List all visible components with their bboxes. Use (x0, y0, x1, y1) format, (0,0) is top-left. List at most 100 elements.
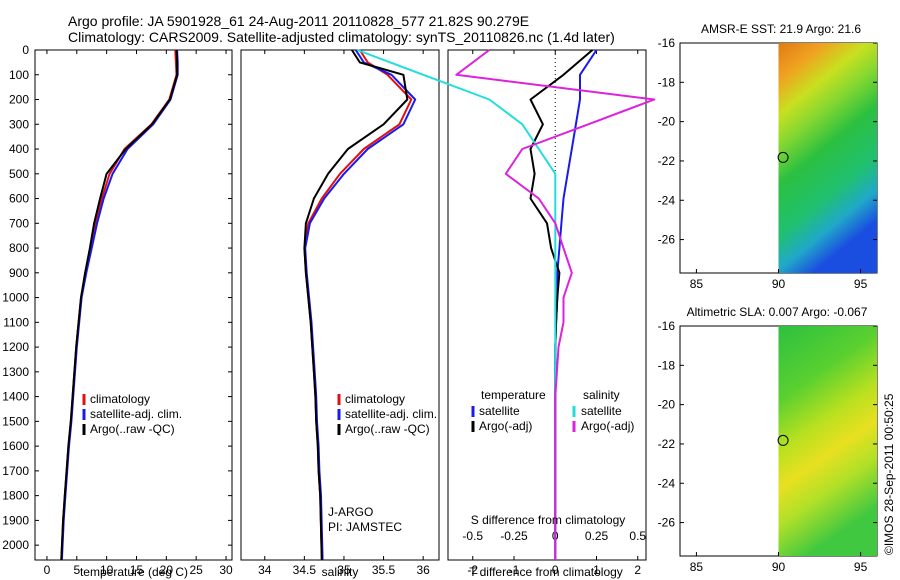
depth-tick-label: 400 (9, 142, 29, 156)
depth-tick-label: 700 (9, 216, 29, 230)
legend-title-temperature: temperature (481, 388, 546, 402)
depth-tick-label: 1900 (2, 513, 29, 527)
lon-tick-label: 95 (854, 277, 868, 291)
depth-tick-label: 500 (9, 167, 29, 181)
lat-tick-label: -24 (658, 476, 676, 490)
lon-tick-label: 90 (772, 277, 786, 291)
sst-map-title: AMSR-E SST: 21.9 Argo: 21.6 (701, 22, 861, 36)
s-tick-label: 0.25 (585, 529, 609, 543)
depth-tick-label: 2000 (2, 538, 29, 552)
series-line-argo-raw-qc (60, 49, 179, 561)
depth-tick-label: 1000 (2, 291, 29, 305)
sst-field (778, 43, 877, 273)
legend-label: Argo(..raw -QC) (345, 422, 430, 436)
x-tick-label: 1 (593, 563, 600, 577)
s-difference-x-axis: -0.5 -0.25 0 0.25 0.5 (462, 529, 646, 543)
depth-tick-label: 1500 (2, 414, 29, 428)
lon-tick-label: 95 (854, 560, 868, 574)
x-tick-label: -2 (467, 563, 478, 577)
lat-tick-label: -24 (658, 193, 676, 207)
x-tick-label: 20 (160, 563, 174, 577)
x-tick-label: 0 (552, 563, 559, 577)
depth-tick-label: 0 (22, 43, 29, 57)
lat-tick-label: -18 (658, 358, 676, 372)
x-tick-label: 35 (337, 563, 351, 577)
difference-panel: -2 -1 0 1 2 -0.5 -0.25 0 0.25 0.5 temperature sal… (356, 49, 656, 579)
difference-series (356, 49, 656, 560)
series-line-argo-raw-qc (303, 49, 409, 561)
lat-tick-label: -22 (658, 154, 676, 168)
legend-title-salinity: salinity (583, 388, 620, 402)
x-tick-label: 30 (219, 563, 233, 577)
legend-label: Argo(..raw -QC) (90, 422, 175, 436)
legend-label: satellite-adj. clim. (90, 407, 182, 421)
temperature-xlabel: temperature (deg C) (80, 565, 188, 579)
float-pi-label: PI: JAMSTEC (328, 520, 402, 534)
x-tick-label: 34 (258, 563, 272, 577)
depth-tick-label: 1100 (3, 315, 29, 329)
x-tick-label: 5 (73, 563, 80, 577)
lat-tick-label: -20 (658, 398, 676, 412)
s-tick-label: 0.5 (629, 529, 646, 543)
sst-map-axes: -16 -18 -20 -22 -24 -26 85 90 95 (658, 36, 877, 291)
depth-tick-label: 1200 (2, 340, 29, 354)
salinity-xlabel: salinity (322, 565, 359, 579)
x-tick-label: 15 (130, 563, 144, 577)
lat-tick-label: -26 (658, 516, 676, 530)
lat-tick-label: -16 (658, 319, 676, 333)
x-tick-label: 36 (416, 563, 430, 577)
sst-argo-position-marker (777, 151, 789, 163)
t-difference-x-axis: -2 -1 0 1 2 (467, 50, 641, 577)
depth-tick-label: 1800 (2, 489, 29, 503)
depth-tick-label: 1400 (2, 390, 29, 404)
depth-tick-label: 300 (9, 117, 29, 131)
lon-tick-label: 85 (690, 277, 704, 291)
lat-tick-label: -22 (658, 437, 676, 451)
depth-tick-label: 900 (9, 266, 29, 280)
figure-title-line1: Argo profile: JA 5901928_61 24-Aug-2011 … (68, 13, 529, 29)
lon-tick-label: 85 (690, 560, 704, 574)
depth-tick-label: 1700 (2, 464, 29, 478)
float-program-label: J-ARGO (328, 505, 373, 519)
sla-map-panel: Altimetric SLA: 0.007 Argo: -0.067 -16 -1… (658, 305, 878, 574)
salinity-panel: 34 34.5 35 35.5 36 climatologysatellite-adj.… (240, 49, 440, 579)
temperature-x-axis: 0 5 10 15 20 25 30 (44, 50, 233, 577)
depth-tick-label: 800 (9, 241, 29, 255)
salinity-series (303, 49, 417, 561)
depth-tick-label: 1600 (2, 439, 29, 453)
lat-tick-label: -20 (658, 115, 676, 129)
t-difference-xlabel: T difference from climatology (469, 565, 623, 579)
series-line-s-argo-adj (455, 49, 656, 560)
s-tick-label: -0.25 (500, 529, 528, 543)
imos-credit: ©IMOS 28-Sep-2011 00:50:25 (882, 393, 896, 555)
sst-map-panel: AMSR-E SST: 21.9 Argo: 21.6 -16 -18 -20 -22… (658, 22, 878, 291)
x-tick-label: -1 (509, 563, 520, 577)
legend-label: satellite-adj. clim. (345, 407, 437, 421)
lat-tick-label: -18 (658, 75, 676, 89)
depth-tick-label: 600 (9, 192, 29, 206)
temperature-series (60, 49, 179, 561)
x-tick-label: 0 (44, 563, 51, 577)
x-tick-label: 2 (634, 563, 641, 577)
legend-label: climatology (90, 392, 150, 406)
depth-tick-label: 100 (9, 68, 29, 82)
lat-tick-label: -16 (658, 36, 676, 50)
x-tick-label: 25 (190, 563, 204, 577)
lon-tick-label: 90 (772, 560, 786, 574)
x-tick-label: 10 (100, 563, 114, 577)
legend-label: satellite (581, 404, 622, 418)
s-difference-xlabel: S difference from climatology (471, 513, 626, 527)
legend-label: satellite (479, 404, 520, 418)
sla-map-title: Altimetric SLA: 0.007 Argo: -0.067 (687, 305, 868, 319)
difference-axes-box (447, 49, 647, 561)
sla-argo-position-marker (777, 434, 789, 446)
depth-tick-label: 200 (9, 93, 29, 107)
depth-tick-label: 1300 (2, 365, 29, 379)
temperature-axes-box (34, 49, 233, 561)
sla-field (778, 326, 877, 556)
temperature-panel: 0100200300400500600700800900100011001200… (2, 43, 646, 579)
salinity-x-axis: 34 34.5 35 35.5 36 (258, 50, 430, 577)
